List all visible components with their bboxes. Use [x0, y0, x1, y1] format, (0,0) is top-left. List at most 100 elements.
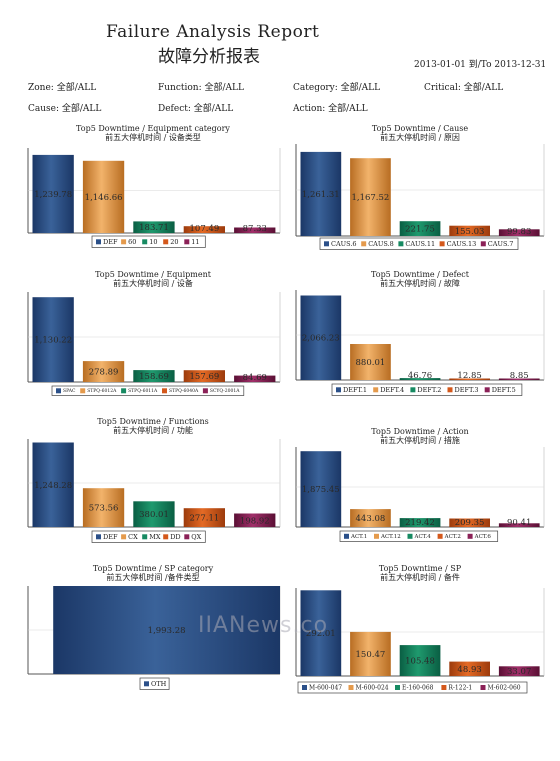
chart-bar: [300, 151, 342, 236]
bar-value-label: 443.08: [356, 514, 386, 524]
bar-value-label: 155.03: [455, 227, 485, 237]
bar-value-label: 1,875.45: [302, 485, 340, 495]
legend-swatch: [467, 533, 473, 539]
legend-label: SCYQ-2001A: [210, 388, 240, 394]
legend-swatch: [480, 241, 486, 247]
bar-value-label: 219.42: [405, 518, 435, 528]
bar-value-label: 158.69: [139, 372, 169, 382]
filter-critical: Critical: 全部/ALL: [424, 83, 504, 93]
bar-value-label: 2,066.23: [302, 334, 340, 344]
chart-bar: [350, 631, 391, 676]
chart-title: Top5 Downtime / Defect: [371, 270, 469, 279]
bar-value-label: 150.47: [356, 650, 386, 660]
legend-swatch: [184, 239, 190, 245]
filter-cause: Cause: 全部/ALL: [28, 104, 102, 114]
report-title-en: Failure Analysis Report: [106, 22, 320, 42]
chart-title: Top5 Downtime / SP: [378, 564, 462, 573]
filter-category: Category: 全部/ALL: [293, 83, 381, 93]
legend-swatch: [484, 387, 490, 393]
legend-label: E-160-068: [402, 685, 434, 692]
chart-bar: [399, 645, 441, 676]
bar-value-label: 1,146.66: [85, 193, 123, 203]
chart-bar: [449, 378, 490, 380]
legend-swatch: [142, 239, 148, 245]
bar-value-label: 157.69: [190, 372, 220, 382]
legend-label: DD: [170, 533, 180, 541]
chart-bar: [82, 160, 125, 233]
report-title-zh: 故障分析报表: [158, 47, 260, 67]
chart-subtitle: 前五大停机时间 / 功能: [113, 426, 193, 435]
legend-label: CAUS.8: [368, 240, 394, 248]
legend-label: STPQ-6040A: [169, 388, 199, 394]
legend-swatch: [395, 685, 400, 690]
legend-label: CX: [128, 533, 138, 541]
chart-title: Top5 Downtime / Equipment: [95, 270, 211, 279]
chart-sp-category: Top5 Downtime / SP category 前五大停机时间 /备件类…: [22, 562, 284, 694]
chart-bar: [300, 295, 342, 380]
legend-swatch: [184, 534, 190, 540]
legend-label: STPQ-6012A: [87, 388, 117, 394]
chart-bar: [498, 378, 540, 380]
legend-swatch: [121, 388, 127, 394]
legend-swatch: [336, 387, 341, 393]
bar-value-label: 12.85: [457, 371, 481, 381]
chart-bar: [449, 661, 490, 676]
watermark-text: IIANews.co: [198, 613, 329, 638]
legend-label: SPAC: [63, 388, 76, 394]
legend-label: ACT.2: [444, 534, 461, 540]
legend-swatch: [374, 533, 379, 539]
legend-label: M-600-047: [309, 685, 342, 692]
legend-swatch: [373, 387, 379, 393]
legend-label: CAUS.11: [405, 240, 435, 248]
legend-swatch: [162, 388, 167, 394]
chart-subtitle: 前五大停机时间 / 故障: [380, 279, 460, 288]
bar-value-label: 573.56: [89, 504, 119, 514]
bar-value-label: 198.92: [240, 516, 270, 526]
bar-value-label: 105.48: [405, 657, 435, 667]
chart-bar: [350, 509, 391, 527]
chart-subtitle: 前五大停机时间 / 原因: [380, 133, 460, 142]
legend-swatch: [302, 685, 307, 690]
legend-label: DEFT.4: [380, 386, 404, 394]
legend-label: DEF: [103, 238, 118, 246]
bar-value-label: 1,261.31: [302, 190, 340, 200]
legend-label: DEFT.1: [343, 386, 367, 394]
legend-swatch: [441, 685, 447, 690]
legend-label: STPQ-6011A: [128, 388, 158, 394]
date-range: 2013-01-01 到/To 2013-12-31: [414, 60, 547, 70]
chart-bar: [183, 508, 225, 527]
chart-defect: Top5 Downtime / Defect 前五大停机时间 / 故障 2,06…: [292, 268, 548, 398]
chart-legend: OTH: [139, 677, 170, 690]
bar-value-label: 90.41: [507, 518, 531, 528]
bar-value-label: 880.01: [356, 358, 386, 368]
chart-bar: [350, 158, 391, 236]
chart-bar: [300, 590, 342, 676]
chart-bar: [82, 488, 125, 527]
chart-legend: DEF CX MX DD QX: [91, 530, 206, 543]
chart-bar: [449, 225, 490, 236]
legend-swatch: [410, 387, 416, 393]
legend-swatch: [439, 241, 445, 247]
chart-subtitle: 前五大停机时间 / 设备类型: [105, 133, 201, 142]
filter-defect: Defect: 全部/ALL: [158, 104, 234, 114]
bar-value-label: 183.71: [139, 223, 169, 233]
legend-label: DEFT.3: [455, 386, 479, 394]
legend-swatch: [144, 681, 149, 687]
chart-legend: DEFT.1 DEFT.4 DEFT.2 DEFT.3 DEFT.5: [331, 383, 523, 396]
bar-value-label: 1,239.78: [34, 190, 72, 200]
legend-swatch: [344, 533, 349, 539]
chart-bar: [498, 666, 540, 676]
chart-title: Top5 Downtime / Cause: [371, 124, 469, 133]
legend-label: DEF: [103, 533, 118, 541]
legend-swatch: [96, 534, 101, 540]
bar-value-label: 87.33: [243, 224, 267, 234]
chart-bar: [350, 344, 391, 380]
legend-label: 11: [191, 238, 199, 246]
legend-swatch: [324, 241, 329, 247]
legend-swatch: [398, 241, 404, 247]
chart-title: Top5 Downtime / SP category: [92, 564, 214, 573]
legend-label: CAUS.13: [447, 240, 477, 248]
chart-title: Top5 Downtime / Action: [371, 427, 469, 436]
chart-bar: [133, 501, 175, 527]
legend-label: 60: [128, 238, 136, 246]
